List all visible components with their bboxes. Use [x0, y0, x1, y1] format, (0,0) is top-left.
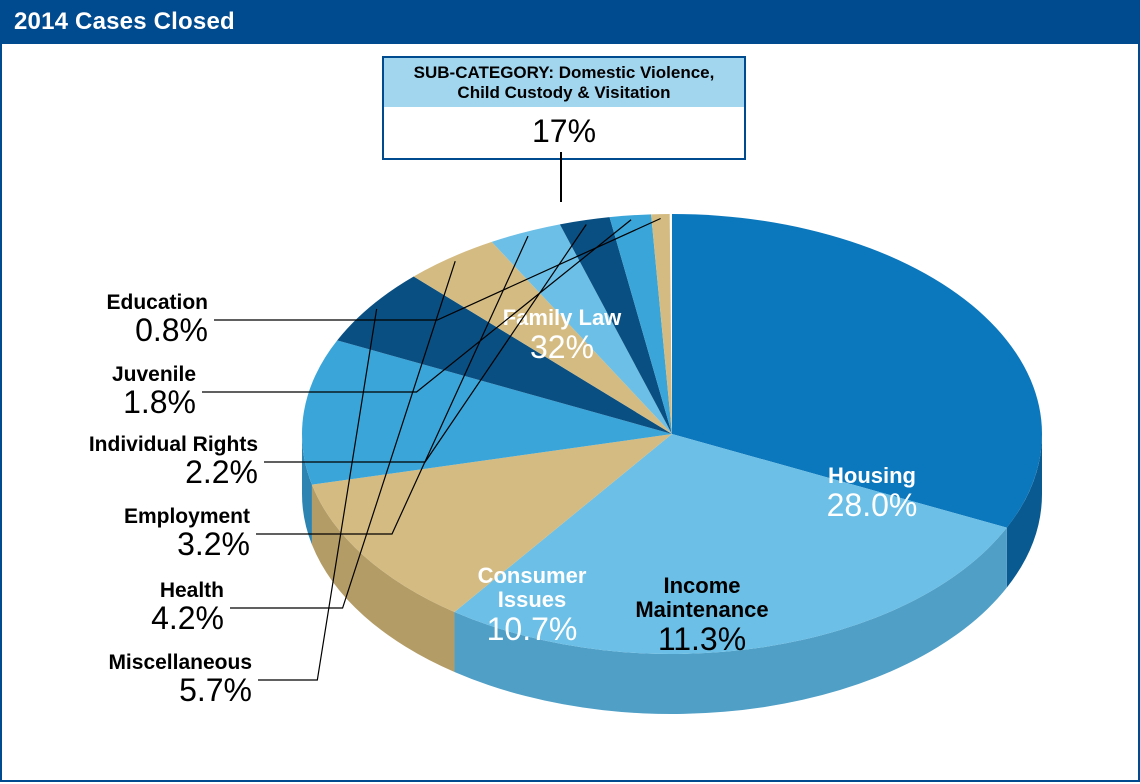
ext-label-misc: Miscellaneous5.7%: [108, 652, 252, 708]
chart-panel: SUB-CATEGORY: Domestic Violence, Child C…: [0, 44, 1140, 782]
chart-frame: 2014 Cases Closed SUB-CATEGORY: Domestic…: [0, 0, 1140, 784]
ext-label-value-indiv_rights: 2.2%: [89, 456, 258, 490]
ext-label-name-education: Education: [106, 292, 208, 314]
callout-line2: Child Custody & Visitation: [457, 83, 670, 102]
ext-label-name-misc: Miscellaneous: [108, 652, 252, 674]
ext-label-value-education: 0.8%: [106, 314, 208, 348]
subcategory-callout: SUB-CATEGORY: Domestic Violence, Child C…: [382, 56, 746, 160]
ext-label-juvenile: Juvenile1.8%: [112, 364, 196, 420]
ext-label-name-juvenile: Juvenile: [112, 364, 196, 386]
ext-label-value-misc: 5.7%: [108, 674, 252, 708]
ext-label-name-indiv_rights: Individual Rights: [89, 434, 258, 456]
ext-label-value-employment: 3.2%: [124, 528, 250, 562]
ext-label-employment: Employment3.2%: [124, 506, 250, 562]
callout-line1: SUB-CATEGORY: Domestic Violence,: [414, 63, 715, 82]
ext-label-indiv_rights: Individual Rights2.2%: [89, 434, 258, 490]
ext-label-education: Education0.8%: [106, 292, 208, 348]
callout-header: SUB-CATEGORY: Domestic Violence, Child C…: [384, 58, 744, 107]
chart-title: 2014 Cases Closed: [0, 0, 1140, 44]
ext-label-name-employment: Employment: [124, 506, 250, 528]
pie-svg: [282, 184, 1062, 744]
ext-label-value-health: 4.2%: [151, 602, 224, 636]
ext-label-name-health: Health: [151, 580, 224, 602]
ext-label-value-juvenile: 1.8%: [112, 386, 196, 420]
callout-value: 17%: [384, 107, 744, 158]
ext-label-health: Health4.2%: [151, 580, 224, 636]
pie-chart: [282, 184, 1062, 744]
